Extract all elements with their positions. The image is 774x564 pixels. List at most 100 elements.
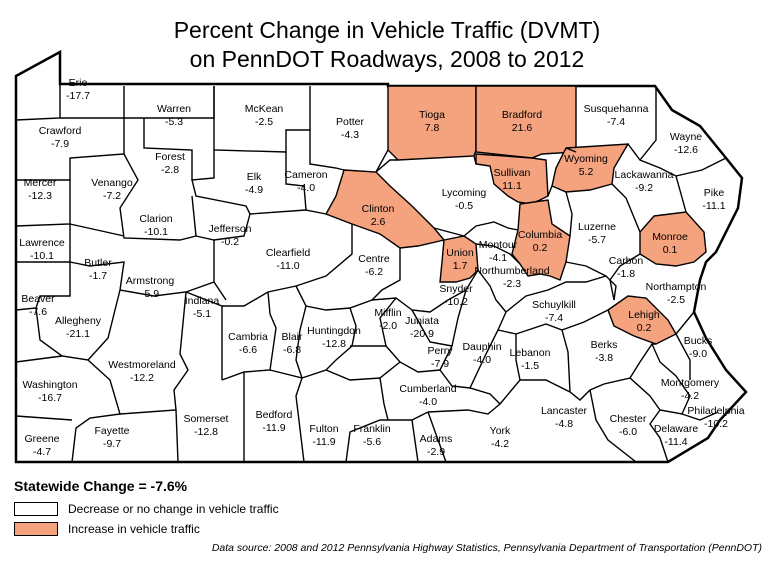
legend-swatch-decrease — [14, 502, 58, 516]
boundary — [561, 329, 571, 393]
boundary — [427, 369, 502, 415]
county-name-huntingdon: Huntingdon — [307, 325, 361, 337]
county-change-beaver: -7.6 — [29, 306, 47, 318]
county-change-lycoming: -0.5 — [455, 200, 473, 212]
boundary — [295, 305, 307, 379]
county-name-mckean: McKean — [245, 103, 284, 115]
county-change-wayne: -12.6 — [674, 144, 698, 156]
county-change-tioga: 7.8 — [425, 122, 440, 134]
county-change-susquehanna: -7.4 — [607, 116, 625, 128]
county-change-montgomery: -4.2 — [681, 390, 699, 402]
county-name-franklin: Franklin — [353, 423, 391, 435]
boundary — [505, 275, 617, 313]
county-name-york: York — [490, 425, 511, 437]
boundary — [589, 389, 637, 463]
county-name-schuylkill: Schuylkill — [532, 299, 576, 311]
county-change-indiana: -5.1 — [193, 308, 211, 320]
county-change-franklin: -5.6 — [363, 436, 381, 448]
county-name-luzerne: Luzerne — [578, 221, 616, 233]
county-name-cambria: Cambria — [228, 331, 268, 343]
boundary — [16, 117, 125, 181]
boundary — [639, 86, 657, 161]
county-name-clinton: Clinton — [362, 203, 395, 215]
county-change-bedford: -11.9 — [262, 422, 285, 434]
county-name-elk: Elk — [247, 171, 262, 183]
county-fill-wyoming — [551, 143, 630, 193]
county-change-lebanon: -1.5 — [521, 360, 539, 372]
title-line-2: on PennDOT Roadways, 2008 to 2012 — [189, 46, 585, 72]
county-change-york: -4.2 — [491, 438, 509, 450]
county-name-wyoming: Wyoming — [564, 153, 608, 165]
county-change-blair: -6.8 — [283, 344, 301, 356]
county-change-cambria: -6.6 — [239, 344, 257, 356]
county-fill-union — [439, 235, 479, 283]
boundary — [675, 157, 727, 177]
county-name-mifflin: Mifflin — [374, 307, 401, 319]
boundary — [473, 155, 477, 165]
county-change-mckean: -2.5 — [255, 116, 273, 128]
boundary — [611, 183, 641, 233]
county-name-philadelphia: Philadelphia — [687, 405, 744, 417]
county-change-clarion: -10.1 — [144, 226, 168, 238]
legend-swatch-increase — [14, 522, 58, 536]
county-change-lawrence: -10.1 — [30, 250, 54, 262]
county-change-sullivan: 11.1 — [502, 180, 522, 192]
county-change-snyder: -10.2 — [444, 296, 468, 308]
county-fill-columbia — [511, 199, 571, 281]
county-change-greene: -4.7 — [33, 446, 51, 458]
county-name-fayette: Fayette — [94, 425, 129, 437]
boundary — [379, 297, 441, 373]
county-change-bucks: -9.0 — [689, 348, 707, 360]
county-change-jefferson: -0.2 — [221, 236, 239, 248]
boundary — [213, 86, 311, 153]
county-name-snyder: Snyder — [439, 283, 473, 295]
county-boundaries — [15, 84, 727, 463]
county-name-butler: Butler — [84, 257, 112, 269]
statewide-change: Statewide Change = -7.6% — [14, 478, 188, 494]
county-name-bedford: Bedford — [256, 409, 293, 421]
county-name-chester: Chester — [610, 413, 647, 425]
county-change-wyoming: 5.2 — [579, 166, 594, 178]
county-change-forest: -2.8 — [161, 164, 179, 176]
county-name-blair: Blair — [281, 331, 303, 343]
map-title: Percent Change in Vehicle Traffic (DVMT)… — [0, 16, 774, 74]
boundary — [15, 262, 71, 311]
county-name-bradford: Bradford — [502, 109, 542, 121]
boundary — [379, 289, 467, 379]
county-change-mifflin: -2.0 — [379, 320, 397, 332]
boundary — [475, 243, 521, 265]
county-name-cumberland: Cumberland — [399, 383, 456, 395]
boundary — [627, 143, 687, 213]
county-change-potter: -4.3 — [341, 129, 359, 141]
county-change-warren: -5.3 — [165, 116, 183, 128]
county-name-armstrong: Armstrong — [126, 275, 175, 287]
county-name-greene: Greene — [24, 433, 59, 445]
boundary — [411, 309, 453, 347]
boundary — [15, 415, 73, 421]
county-name-indiana: Indiana — [185, 295, 220, 307]
county-name-washington: Washington — [22, 379, 77, 391]
county-name-fulton: Fulton — [309, 423, 338, 435]
county-name-monroe: Monroe — [652, 231, 688, 243]
county-fill-monroe — [639, 211, 707, 267]
county-change-fulton: -11.9 — [312, 436, 335, 448]
county-name-carbon: Carbon — [609, 255, 644, 267]
county-name-clearfield: Clearfield — [266, 247, 311, 259]
county-change-allegheny: -21.1 — [66, 328, 90, 340]
county-change-cumberland: -4.0 — [419, 396, 437, 408]
boundary — [675, 311, 695, 380]
county-name-susquehanna: Susquehanna — [584, 103, 649, 115]
county-fill-bradford — [475, 85, 577, 159]
increase-county-fills — [324, 85, 707, 345]
county-name-adams: Adams — [420, 433, 453, 445]
legend-item-increase: Increase in vehicle traffic — [14, 522, 200, 536]
boundary — [221, 291, 277, 381]
county-name-erie: Erie — [69, 77, 88, 89]
county-change-clinton: 2.6 — [371, 216, 386, 228]
county-name-potter: Potter — [336, 116, 365, 128]
county-name-warren: Warren — [157, 103, 191, 115]
county-name-jefferson: Jefferson — [209, 223, 252, 235]
boundary — [213, 281, 227, 301]
county-change-washington: -16.7 — [38, 392, 62, 404]
boundary — [191, 179, 307, 215]
